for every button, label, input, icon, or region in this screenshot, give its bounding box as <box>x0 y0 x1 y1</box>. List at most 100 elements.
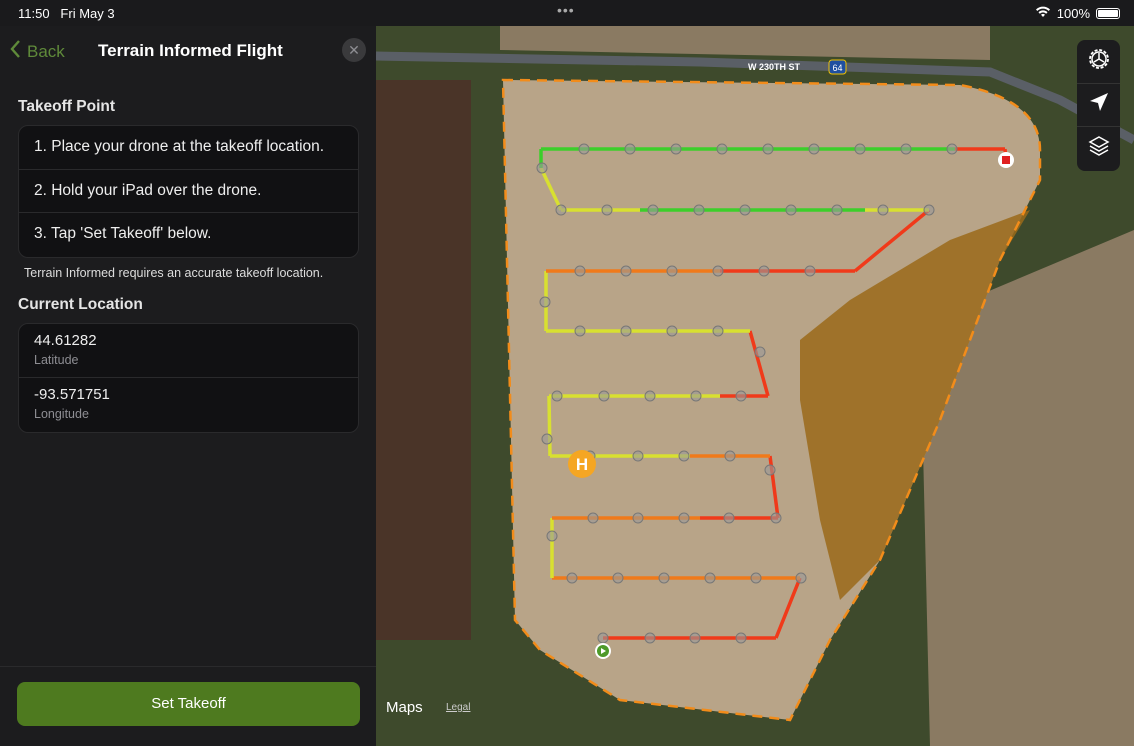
layers-button[interactable] <box>1077 127 1120 171</box>
route-shield: 64 <box>832 63 842 73</box>
stop-icon <box>1002 156 1010 164</box>
longitude-value: -93.571751 <box>34 386 110 403</box>
home-marker-label: H <box>576 455 588 474</box>
waypoint <box>704 572 716 584</box>
waypoint <box>644 390 656 402</box>
satellite-map: H W 230TH ST 64 <box>376 26 1134 746</box>
waypoint <box>647 204 659 216</box>
status-bar: 11:50 Fri May 3 ••• 100% <box>0 0 1134 26</box>
waypoint <box>693 204 705 216</box>
flight-path-segment <box>547 395 552 457</box>
back-button[interactable]: Back <box>10 40 65 63</box>
waypoint <box>587 512 599 524</box>
waypoint <box>555 204 567 216</box>
waypoint <box>551 390 563 402</box>
waypoint <box>750 572 762 584</box>
waypoint <box>804 265 816 277</box>
terrain-hazard-area <box>800 210 1030 600</box>
waypoint <box>762 143 774 155</box>
waypoint <box>764 464 776 476</box>
page-title: Terrain Informed Flight <box>98 41 283 60</box>
close-icon: ✕ <box>348 42 360 58</box>
legal-link[interactable]: Legal <box>446 702 471 713</box>
waypoint <box>754 346 766 358</box>
waypoint <box>620 265 632 277</box>
close-button[interactable]: ✕ <box>342 38 366 62</box>
location-heading: Current Location <box>18 296 143 313</box>
waypoint <box>644 632 656 644</box>
waypoint <box>739 204 751 216</box>
waypoint <box>666 265 678 277</box>
waypoint <box>735 390 747 402</box>
play-icon <box>601 648 606 654</box>
waypoint <box>785 204 797 216</box>
settings-icon <box>1087 47 1111 76</box>
waypoint <box>689 632 701 644</box>
waypoint <box>900 143 912 155</box>
waypoint <box>923 204 935 216</box>
waypoint <box>670 143 682 155</box>
waypoint <box>632 450 644 462</box>
status-time: 11:50 Fri May 3 <box>18 6 115 21</box>
waypoint <box>601 204 613 216</box>
waypoint <box>723 512 735 524</box>
waypoint <box>624 143 636 155</box>
maps-attribution: Maps <box>386 699 423 716</box>
longitude-label: Longitude <box>34 407 89 421</box>
flight-path-segment <box>774 577 802 639</box>
set-takeoff-button[interactable]: Set Takeoff <box>17 682 360 726</box>
wifi-icon <box>1035 6 1051 21</box>
map-view[interactable]: H W 230TH ST 64 Maps Legal <box>376 26 1134 746</box>
takeoff-steps: 1. Place your drone at the takeoff locat… <box>18 125 359 258</box>
map-toolbar <box>1077 40 1120 171</box>
waypoint <box>598 390 610 402</box>
waypoint <box>946 143 958 155</box>
waypoint <box>758 265 770 277</box>
battery-icon <box>1096 8 1120 19</box>
waypoint <box>536 162 548 174</box>
waypoint <box>712 265 724 277</box>
settings-button[interactable] <box>1077 40 1120 84</box>
waypoint <box>539 296 551 308</box>
locate-button[interactable] <box>1077 84 1120 128</box>
waypoint <box>574 265 586 277</box>
waypoint <box>712 325 724 337</box>
battery-percent: 100% <box>1056 6 1090 21</box>
waypoint <box>795 572 807 584</box>
takeoff-note: Terrain Informed requires an accurate ta… <box>24 266 324 280</box>
location-card: 44.61282 Latitude -93.571751 Longitude <box>18 323 359 433</box>
step-item: 1. Place your drone at the takeoff locat… <box>19 126 358 170</box>
home-marker <box>568 450 596 478</box>
layers-icon <box>1087 134 1111 163</box>
waypoint <box>678 512 690 524</box>
flight-path-segment <box>853 208 931 273</box>
waypoint <box>566 572 578 584</box>
waypoint <box>597 632 609 644</box>
waypoint <box>678 450 690 462</box>
waypoint <box>854 143 866 155</box>
location-arrow-icon <box>1088 91 1110 118</box>
step-item: 3. Tap 'Set Takeoff' below. <box>34 225 212 242</box>
field-boundary <box>501 78 1042 722</box>
waypoint <box>612 572 624 584</box>
waypoint <box>770 512 782 524</box>
waypoint <box>578 143 590 155</box>
waypoint <box>658 572 670 584</box>
waypoint <box>877 204 889 216</box>
latitude-value: 44.61282 <box>34 332 97 349</box>
waypoint <box>541 433 553 445</box>
waypoint <box>716 143 728 155</box>
waypoint <box>574 325 586 337</box>
flight-path-segment <box>748 330 770 397</box>
side-panel: Back Terrain Informed Flight ✕ Takeoff P… <box>0 26 376 746</box>
chevron-left-icon <box>10 40 21 63</box>
waypoint <box>808 143 820 155</box>
waypoint <box>724 450 736 462</box>
waypoint <box>735 632 747 644</box>
latitude-label: Latitude <box>34 353 79 367</box>
multitasking-dots[interactable]: ••• <box>557 2 575 18</box>
waypoint <box>831 204 843 216</box>
waypoint <box>632 512 644 524</box>
waypoint <box>690 390 702 402</box>
waypoint <box>666 325 678 337</box>
